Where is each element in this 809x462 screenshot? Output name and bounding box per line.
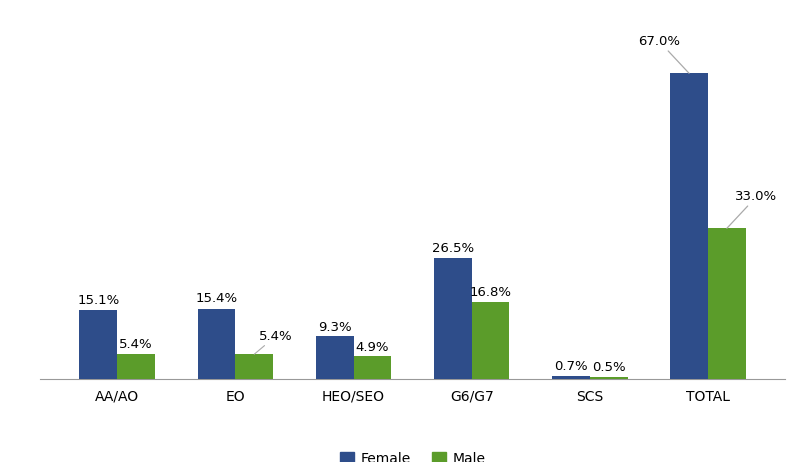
Legend: Female, Male: Female, Male — [334, 446, 491, 462]
Text: 9.3%: 9.3% — [318, 321, 351, 334]
Bar — [434, 258, 472, 379]
Text: 4.9%: 4.9% — [356, 341, 389, 354]
Bar — [670, 73, 708, 379]
Text: 26.5%: 26.5% — [432, 242, 474, 255]
Text: 0.7%: 0.7% — [554, 360, 587, 373]
Text: 15.1%: 15.1% — [77, 294, 120, 307]
Bar — [197, 309, 235, 379]
Bar — [590, 377, 628, 379]
Text: 5.4%: 5.4% — [120, 339, 153, 352]
Bar — [472, 302, 510, 379]
Text: 5.4%: 5.4% — [254, 330, 292, 354]
Text: 33.0%: 33.0% — [726, 190, 777, 228]
Text: 15.4%: 15.4% — [196, 292, 238, 305]
Bar — [552, 376, 590, 379]
Bar — [316, 336, 354, 379]
Text: 16.8%: 16.8% — [469, 286, 511, 299]
Bar — [708, 228, 746, 379]
Bar — [117, 354, 155, 379]
Bar — [235, 354, 273, 379]
Bar — [79, 310, 117, 379]
Text: 0.5%: 0.5% — [592, 361, 625, 374]
Bar — [354, 357, 392, 379]
Text: 67.0%: 67.0% — [638, 35, 689, 73]
